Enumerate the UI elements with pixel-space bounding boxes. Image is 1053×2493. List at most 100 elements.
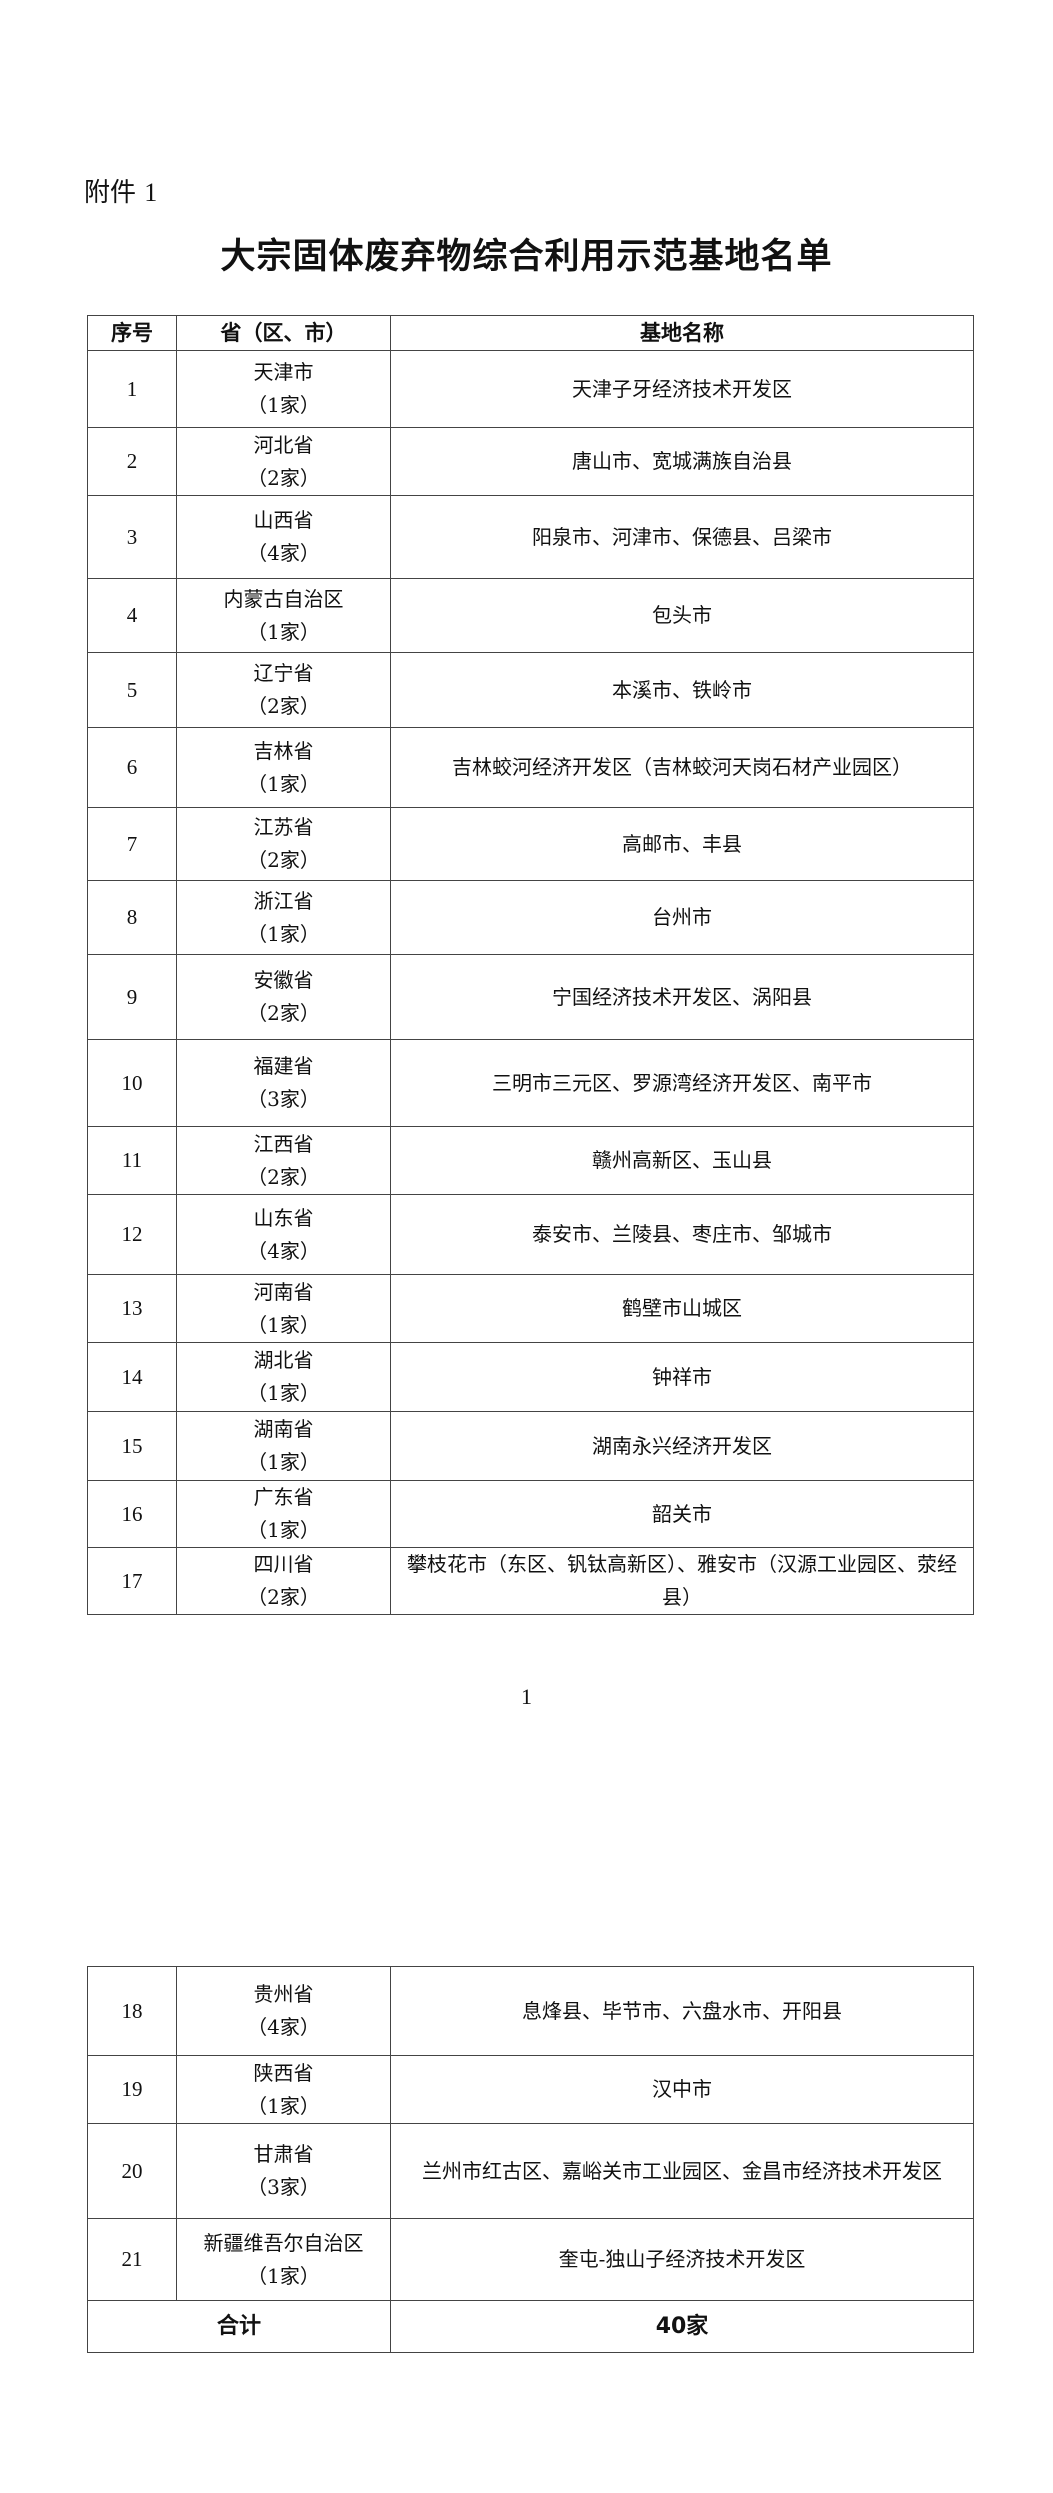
province-count: （1家） [247, 771, 320, 796]
province-cell: 辽宁省 （2家） [176, 652, 391, 728]
province-cell: 陕西省 （1家） [176, 2055, 391, 2124]
base-name: 泰安市、兰陵县、枣庄市、邹城市 [390, 1194, 974, 1275]
row-number: 21 [87, 2218, 177, 2301]
province-count: （1家） [247, 1518, 320, 1542]
base-list-table-page2: 18 贵州省 （4家） 息烽县、毕节市、六盘水市、开阳县 19 陕西省 （1家） 汉中市 20 甘… [87, 1966, 974, 2353]
province-count: （1家） [247, 2093, 320, 2118]
row-number: 4 [87, 578, 177, 653]
province-name: 河南省 [253, 1279, 314, 1304]
table-row: 15 湖南省 （1家） 湖南永兴经济开发区 [87, 1411, 974, 1481]
table-row: 2 河北省 （2家） 唐山市、宽城满族自治县 [87, 427, 974, 496]
row-number: 3 [87, 495, 177, 579]
base-name: 韶关市 [390, 1480, 974, 1548]
province-cell: 河北省 （2家） [176, 427, 391, 496]
province-cell: 内蒙古自治区 （1家） [176, 578, 391, 653]
province-name: 广东省 [253, 1485, 314, 1509]
province-name: 安徽省 [253, 968, 314, 992]
row-number: 14 [87, 1342, 177, 1412]
table-row: 19 陕西省 （1家） 汉中市 [87, 2055, 974, 2124]
province-count: （1家） [247, 619, 320, 644]
province-cell: 湖北省 （1家） [176, 1342, 391, 1412]
province-name: 内蒙古自治区 [223, 586, 344, 611]
province-cell: 贵州省 （4家） [176, 1966, 391, 2056]
province-count: （1家） [247, 921, 320, 946]
province-cell: 四川省 （2家） [176, 1547, 391, 1615]
province-cell: 河南省 （1家） [176, 1274, 391, 1343]
province-count: （4家） [247, 2015, 320, 2039]
province-count: （2家） [247, 1585, 320, 1609]
row-number: 17 [87, 1547, 177, 1615]
province-name: 新疆维吾尔自治区 [203, 2230, 364, 2255]
province-name: 河北省 [253, 432, 314, 457]
table-row: 7 江苏省 （2家） 高邮市、丰县 [87, 807, 974, 881]
page-number: 1 [521, 1684, 532, 1709]
province-name: 浙江省 [253, 888, 314, 913]
province-cell: 安徽省 （2家） [176, 954, 391, 1040]
base-name: 宁国经济技术开发区、涡阳县 [390, 954, 974, 1040]
row-number: 1 [87, 350, 177, 428]
base-name: 本溪市、铁岭市 [390, 652, 974, 728]
base-name: 赣州高新区、玉山县 [390, 1126, 974, 1195]
table-row: 21 新疆维吾尔自治区 （1家） 奎屯-独山子经济技术开发区 [87, 2218, 974, 2301]
base-name: 三明市三元区、罗源湾经济开发区、南平市 [390, 1039, 974, 1127]
base-name: 息烽县、毕节市、六盘水市、开阳县 [390, 1966, 974, 2056]
row-number: 2 [87, 427, 177, 496]
province-cell: 广东省 （1家） [176, 1480, 391, 1548]
province-cell: 湖南省 （1家） [176, 1411, 391, 1481]
province-name: 山西省 [253, 508, 314, 532]
table-row: 14 湖北省 （1家） 钟祥市 [87, 1342, 974, 1412]
table-row: 12 山东省 （4家） 泰安市、兰陵县、枣庄市、邹城市 [87, 1194, 974, 1275]
table-row: 9 安徽省 （2家） 宁国经济技术开发区、涡阳县 [87, 954, 974, 1040]
province-count: （3家） [247, 2175, 320, 2199]
row-number: 15 [87, 1411, 177, 1481]
table-row: 10 福建省 （3家） 三明市三元区、罗源湾经济开发区、南平市 [87, 1039, 974, 1127]
row-number: 20 [87, 2123, 177, 2219]
row-number: 9 [87, 954, 177, 1040]
table-row: 8 浙江省 （1家） 台州市 [87, 880, 974, 955]
row-number: 19 [87, 2055, 177, 2124]
header-no: 序号 [87, 315, 177, 351]
province-count: （2家） [247, 848, 320, 872]
province-count: （1家） [247, 1450, 320, 1474]
row-number: 10 [87, 1039, 177, 1127]
province-name: 贵州省 [253, 1982, 314, 2006]
province-cell: 山西省 （4家） [176, 495, 391, 579]
table-row: 18 贵州省 （4家） 息烽县、毕节市、六盘水市、开阳县 [87, 1966, 974, 2056]
province-cell: 天津市 （1家） [176, 350, 391, 428]
row-number: 16 [87, 1480, 177, 1548]
province-cell: 吉林省 （1家） [176, 727, 391, 808]
province-name: 江苏省 [253, 815, 314, 839]
table-row: 1 天津市 （1家） 天津子牙经济技术开发区 [87, 350, 974, 428]
province-count: （2家） [247, 1001, 320, 1025]
province-cell: 山东省 （4家） [176, 1194, 391, 1275]
province-name: 山东省 [253, 1205, 314, 1230]
province-count: （1家） [247, 393, 320, 417]
base-name: 吉林蛟河经济开发区（吉林蛟河天岗石材产业园区） [390, 727, 974, 808]
province-name: 江西省 [253, 1131, 314, 1156]
province-cell: 江西省 （2家） [176, 1126, 391, 1195]
row-number: 11 [87, 1126, 177, 1195]
base-name: 钟祥市 [390, 1342, 974, 1412]
table-row: 20 甘肃省 （3家） 兰州市红古区、嘉峪关市工业园区、金昌市经济技术开发区 [87, 2123, 974, 2219]
base-name: 汉中市 [390, 2055, 974, 2124]
province-name: 四川省 [253, 1552, 314, 1576]
table-row: 4 内蒙古自治区 （1家） 包头市 [87, 578, 974, 653]
row-number: 8 [87, 880, 177, 955]
base-name: 鹤壁市山城区 [390, 1274, 974, 1343]
province-cell: 福建省 （3家） [176, 1039, 391, 1127]
table-row: 16 广东省 （1家） 韶关市 [87, 1480, 974, 1548]
total-value: 40家 [390, 2300, 974, 2353]
province-name: 福建省 [253, 1054, 314, 1078]
province-name: 甘肃省 [253, 2142, 314, 2166]
total-row: 合计 40家 [87, 2300, 974, 2353]
province-count: （1家） [247, 1381, 320, 1405]
row-number: 6 [87, 727, 177, 808]
province-count: （2家） [247, 694, 320, 718]
province-cell: 新疆维吾尔自治区 （1家） [176, 2218, 391, 2301]
province-cell: 江苏省 （2家） [176, 807, 391, 881]
province-name: 天津市 [253, 360, 314, 384]
province-count: （4家） [247, 1238, 320, 1263]
base-name: 台州市 [390, 880, 974, 955]
province-name: 陕西省 [253, 2060, 314, 2085]
base-name: 兰州市红古区、嘉峪关市工业园区、金昌市经济技术开发区 [390, 2123, 974, 2219]
